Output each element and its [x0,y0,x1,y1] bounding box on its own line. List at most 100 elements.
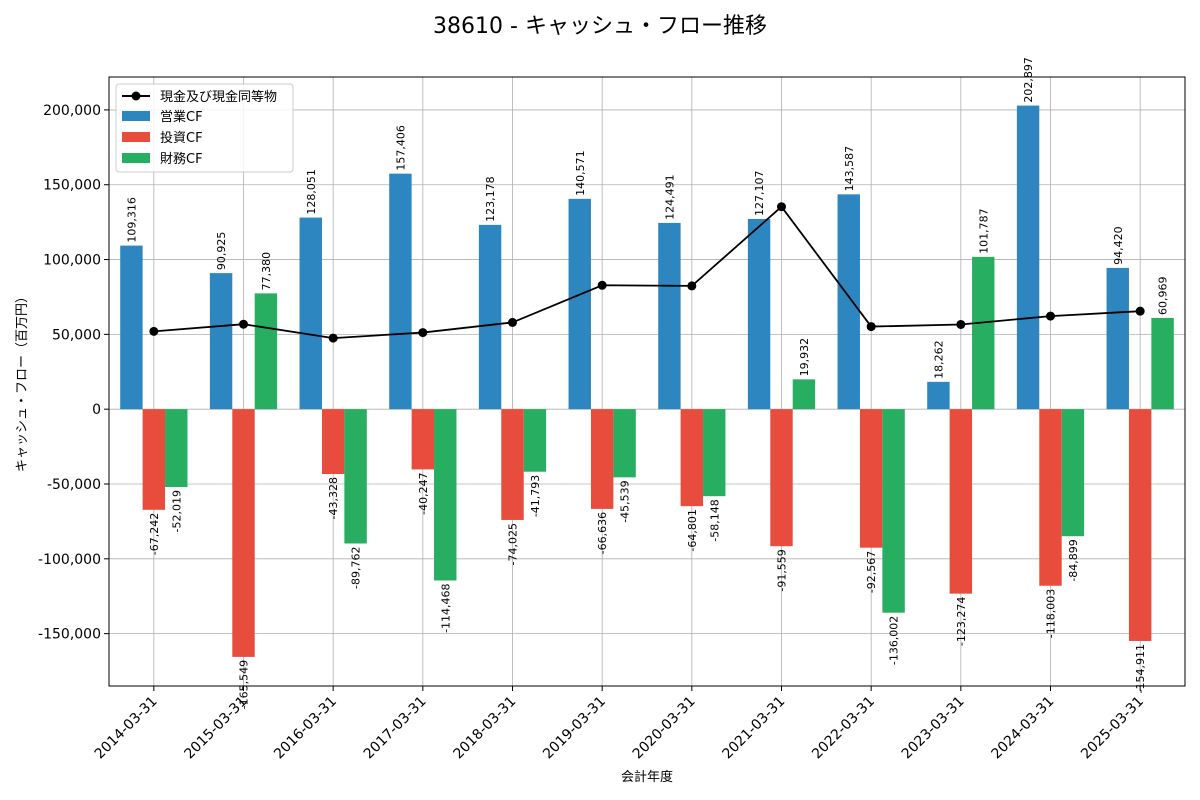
legend: 現金及び現金同等物 営業CF 投資CF 財務CF [115,83,294,173]
bar-財務CF [1151,317,1174,410]
x-tick-label: 2023-03-31 [899,694,968,763]
x-tick-label: 2014-03-31 [92,694,161,763]
data-label: -165,549 [238,660,251,709]
y-tick-label: -50,000 [47,477,101,493]
bar-営業CF [120,245,143,410]
cash-point [508,317,517,327]
bar-投資CF [1039,409,1062,586]
data-label: 140,571 [574,150,587,196]
cash-line-path [153,205,1141,340]
legend-line-marker [131,91,141,101]
data-label: -45,539 [619,480,632,522]
y-tick-label: -100,000 [38,552,101,568]
y-tick-label: 50,000 [52,327,101,343]
bar-営業CF [1016,105,1040,410]
bar-投資CF [949,409,973,594]
data-label: -154,911 [1134,644,1147,693]
y-tick-label: -150,000 [38,627,101,643]
data-label: 109,316 [125,197,138,243]
cash-point [149,326,159,336]
bar-投資CF [680,409,704,507]
grid [109,77,1185,686]
legend-label-operating: 営業CF [160,109,203,125]
cash-point [777,202,786,212]
x-tick-label: 2019-03-31 [540,694,609,763]
data-label: 77,380 [260,252,273,291]
data-label: 19,932 [798,338,811,377]
data-label: -91,559 [776,549,789,591]
legend-label-financing: 財務CF [160,152,203,167]
bar-財務CF [972,256,995,410]
legend-swatch-investing [122,132,150,142]
x-tick-label: 2020-03-31 [630,694,699,763]
bar-営業CF [1106,267,1129,410]
y-tick-label: 0 [92,402,101,418]
data-labels: 109,316 90,925 128,051 157,406 123,178 140,57… [125,57,1169,709]
cash-point [1135,306,1145,316]
legend-box [115,83,294,173]
y-tick-label: 100,000 [43,253,101,269]
data-label: -118,003 [1045,589,1058,638]
legend-label-cash: 現金及び現金同等物 [160,89,277,105]
plot-frame [108,76,1186,687]
bar-財務CF [703,409,726,497]
cash-point [1046,311,1055,321]
data-label: -123,274 [955,597,968,646]
data-label: -114,468 [439,583,452,632]
data-label: -84,899 [1067,539,1080,581]
bar-投資CF [321,409,345,475]
x-tick-label: 2024-03-31 [988,694,1057,763]
bar-営業CF [927,381,950,410]
bar-営業CF [389,173,412,410]
bar-営業CF [478,224,502,410]
data-label: -66,636 [596,512,609,554]
cash-point [328,333,338,343]
x-tick-label: 2025-03-31 [1078,694,1147,763]
bar-財務CF [1061,409,1085,537]
bar-財務CF [165,409,188,488]
bar-投資CF [501,409,524,520]
bar-財務CF [882,409,905,613]
data-label: 18,262 [932,340,945,379]
bar-投資CF [1128,409,1152,641]
x-tick-label: 2018-03-31 [450,694,519,763]
data-label: -89,762 [350,546,363,588]
y-axis-title: キャッシュ・フロー（百万円） [15,290,30,472]
cash-line [149,202,1145,343]
data-label: 127,107 [753,170,766,216]
cash-point [418,328,428,338]
x-tick-label: 2021-03-31 [719,694,788,763]
data-label: 143,587 [843,146,856,192]
cash-point [687,281,697,291]
y-axis: -150,000 -100,000 -50,000 0 50,000 100,000 150… [38,103,109,643]
cash-point [866,322,876,332]
bar-投資CF [142,409,166,510]
data-label: 94,420 [1112,226,1125,265]
data-label: 124,491 [663,174,676,220]
bar-営業CF [299,217,322,410]
data-label: -40,247 [417,472,430,514]
data-label: 128,051 [305,169,318,215]
legend-label-investing: 投資CF [160,130,203,146]
cash-point [239,319,248,329]
bar-営業CF [658,222,681,410]
bar-財務CF [792,379,816,410]
data-label: 202,897 [1022,57,1035,103]
y-tick-label: 200,000 [43,103,101,119]
bar-営業CF [209,273,233,410]
data-label: -74,025 [507,523,520,565]
bar-投資CF [232,409,255,657]
bar-財務CF [344,409,367,544]
y-tick-label: 150,000 [43,178,101,194]
data-label: -52,019 [170,490,183,532]
data-label: -58,148 [708,499,721,541]
bar-投資CF [411,409,435,470]
data-label: 60,969 [1157,276,1170,315]
legend-swatch-financing [122,153,150,163]
bar-投資CF [770,409,793,547]
x-axis-title: 会計年度 [621,769,673,785]
legend-swatch-operating [122,111,150,121]
cash-point [956,319,966,329]
bar-財務CF [613,409,636,478]
data-label: -67,242 [148,513,161,555]
